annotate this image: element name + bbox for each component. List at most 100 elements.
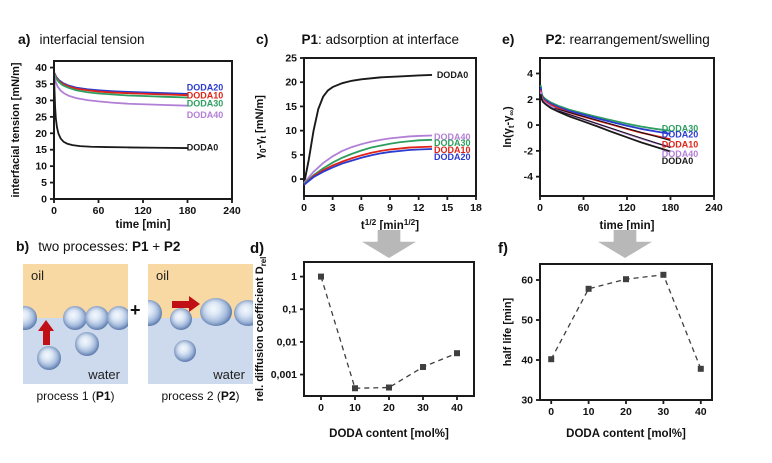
svg-text:DODA20: DODA20 (662, 130, 699, 140)
process1-caption: process 1 (P1) (23, 389, 128, 403)
panel-c-title: c) P1: adsorption at interface (256, 31, 459, 47)
process2-caption: process 2 (P2) (148, 389, 253, 403)
caption-post: ) (235, 389, 240, 403)
svg-text:10: 10 (583, 406, 595, 418)
process2-illustration: oil water (148, 264, 253, 384)
svg-text:18: 18 (470, 202, 482, 214)
swollen-particle (148, 300, 162, 326)
svg-text:0: 0 (537, 202, 543, 214)
svg-text:120: 120 (618, 202, 636, 214)
svg-text:0: 0 (548, 406, 554, 418)
svg-text:1: 1 (291, 271, 297, 283)
svg-text:DODA0: DODA0 (662, 156, 694, 166)
svg-text:DODA0: DODA0 (437, 70, 469, 80)
swollen-particle (234, 300, 253, 326)
svg-text:240: 240 (223, 205, 241, 217)
swollen-particle (170, 308, 192, 330)
panel-b-title-text: two processes: P1 + P2 (38, 239, 180, 254)
svg-text:DODA10: DODA10 (187, 91, 224, 101)
svg-text:40: 40 (35, 62, 47, 74)
svg-text:30: 30 (35, 95, 47, 107)
svg-text:0: 0 (51, 205, 57, 217)
microgel-particle (174, 340, 196, 362)
chart-p1-adsorption: 0 3 6 9 12 15 18 0 5 10 15 20 25 t1/2 [min1/2] γ0-γt [… (254, 53, 482, 233)
panel-b-title-pre: two processes: (38, 239, 133, 254)
panel-a-title-text: interfacial tension (39, 32, 145, 47)
panel-e-letter: e) (502, 31, 515, 47)
svg-text:20: 20 (35, 128, 47, 140)
svg-text:DODA40: DODA40 (187, 110, 224, 120)
arrow-head (38, 320, 54, 331)
caption-bold: P1 (95, 389, 111, 403)
svg-text:10: 10 (285, 125, 297, 137)
panel-b-title-mid: + (148, 239, 164, 254)
microgel-particle (85, 306, 109, 330)
panel-d-letter: d) (250, 240, 265, 257)
svg-text:10: 10 (35, 161, 47, 173)
svg-text:30: 30 (521, 395, 533, 407)
panel-c-letter: c) (256, 31, 269, 47)
svg-text:180: 180 (662, 202, 680, 214)
svg-text:40: 40 (451, 402, 463, 414)
panel-b-title: b) two processes: P1 + P2 (16, 238, 180, 254)
svg-text:time [min]: time [min] (116, 219, 171, 231)
panel-a-title: a) interfacial tension (18, 31, 145, 47)
svg-text:40: 40 (695, 406, 707, 418)
microgel-particle (23, 306, 37, 330)
chart-half-life: 0 10 20 30 40 30 40 50 60 DODA content [mol%] half… (502, 263, 713, 440)
svg-text:DODA10: DODA10 (434, 145, 471, 155)
microgel-particle (37, 346, 61, 370)
panel-c-title-text: P1: adsorption at interface (301, 32, 459, 47)
svg-text:DODA content [mol%]: DODA content [mol%] (566, 428, 686, 440)
svg-text:interfacial tension [mN/m]: interfacial tension [mN/m] (10, 62, 22, 197)
svg-text:20: 20 (383, 402, 395, 414)
svg-text:γ0-γt [mN/m]: γ0-γt [mN/m] (254, 95, 268, 159)
svg-text:2: 2 (527, 94, 533, 106)
svg-text:time [min]: time [min] (600, 220, 655, 232)
svg-text:60: 60 (578, 202, 590, 214)
svg-text:120: 120 (134, 205, 152, 217)
chart-rel-diffusion: 0 10 20 30 40 1 0,1 0,01 0,001 DODA content [mol%… (254, 257, 475, 440)
svg-text:25: 25 (35, 111, 47, 123)
svg-text:20: 20 (620, 406, 632, 418)
chart-p2-rearrangement: 0 60 120 180 240 -4 -2 0 2 4 time [min] ln(γt-γ∞) DO… (502, 57, 723, 232)
panel-a-letter: a) (18, 31, 31, 47)
microgel-particle (107, 306, 128, 330)
svg-text:6: 6 (358, 202, 364, 214)
svg-text:0: 0 (301, 202, 307, 214)
svg-text:5: 5 (291, 149, 297, 161)
microgel-particle (63, 306, 87, 330)
svg-text:20: 20 (285, 77, 297, 89)
svg-text:0,01: 0,01 (277, 336, 298, 348)
svg-text:35: 35 (35, 79, 47, 91)
svg-text:ln(γt-γ∞): ln(γt-γ∞) (502, 106, 516, 148)
arrow-stem (172, 300, 189, 308)
svg-text:DODA30: DODA30 (662, 123, 699, 133)
caption-pre: process 1 ( (36, 389, 96, 403)
svg-text:DODA content [mol%]: DODA content [mol%] (329, 428, 449, 440)
svg-text:30: 30 (658, 406, 670, 418)
svg-text:DODA40: DODA40 (662, 149, 699, 159)
svg-text:4: 4 (527, 68, 533, 80)
svg-text:DODA10: DODA10 (662, 139, 699, 149)
panel-f-letter: f) (498, 240, 508, 257)
svg-text:180: 180 (179, 205, 197, 217)
svg-text:half life [min]: half life [min] (502, 297, 514, 366)
chart-interfacial-tension: 0 60 120 180 240 0 5 10 15 20 25 30 35 40 time [min] in… (10, 60, 241, 231)
svg-text:15: 15 (35, 144, 47, 156)
svg-text:3: 3 (330, 202, 336, 214)
svg-text:DODA30: DODA30 (187, 99, 224, 109)
svg-text:0,1: 0,1 (282, 304, 297, 316)
svg-text:DODA0: DODA0 (187, 143, 219, 153)
svg-text:9: 9 (387, 202, 393, 214)
panel-c-title-p1: P1 (301, 32, 318, 47)
swollen-particle (200, 298, 232, 326)
svg-text:15: 15 (441, 202, 453, 214)
plus-sign: + (130, 300, 141, 320)
svg-text:40: 40 (521, 355, 533, 367)
caption-pre: process 2 ( (161, 389, 221, 403)
svg-text:0: 0 (527, 120, 533, 132)
svg-text:15: 15 (285, 101, 297, 113)
arrow-head (189, 296, 200, 312)
